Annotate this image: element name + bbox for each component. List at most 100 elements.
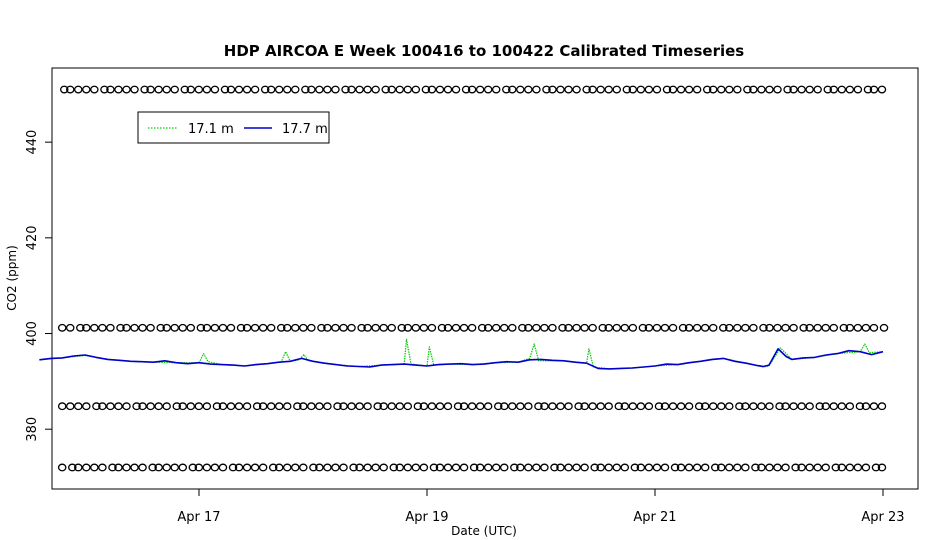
ref-marker-1-57 [518,323,527,332]
ref-marker-1-37 [357,323,366,332]
ref-marker-0-15 [180,85,190,94]
ref-marker-2-74 [654,402,664,411]
ref-marker-0-21 [226,85,236,94]
ref-marker-3-81 [710,463,720,472]
ref-marker-3-47 [435,463,445,472]
series-layer [39,338,884,370]
ref-marker-2-12 [154,402,163,411]
ref-marker-0-22 [234,85,244,94]
ref-marker-3-5 [98,463,107,472]
ref-marker-0-97 [837,85,847,94]
ref-marker-2-56 [508,402,517,411]
ref-marker-0-33 [323,85,332,94]
ref-marker-1-43 [403,323,413,332]
ref-marker-2-64 [574,402,583,411]
ref-marker-1-76 [668,323,678,332]
ref-marker-2-15 [178,402,188,411]
ref-marker-2-36 [347,402,356,411]
ref-marker-2-46 [427,402,437,411]
ref-marker-2-81 [708,402,718,411]
ref-marker-0-53 [483,85,493,94]
ref-marker-1-1 [65,323,75,332]
ref-marker-3-10 [138,463,147,472]
ref-marker-3-0 [57,463,67,472]
ref-marker-0-34 [331,85,340,94]
ref-marker-3-57 [516,463,525,472]
ref-marker-3-56 [510,463,519,472]
ref-marker-3-70 [620,463,630,472]
ref-marker-2-70 [620,402,630,411]
ref-marker-3-41 [389,463,399,472]
ref-marker-0-6 [106,85,115,94]
ref-marker-2-66 [588,402,597,411]
ref-marker-2-54 [493,402,503,411]
ref-marker-1-77 [678,323,688,332]
ref-marker-1-49 [451,323,461,332]
ref-marker-0-43 [403,85,413,94]
ref-marker-3-42 [395,463,405,472]
ref-marker-1-18 [202,323,212,332]
ref-marker-1-31 [307,323,316,332]
ref-marker-0-92 [797,85,806,94]
ref-marker-1-52 [477,323,487,332]
ref-marker-1-78 [684,323,694,332]
ref-marker-1-34 [331,323,340,332]
ref-marker-1-98 [845,323,855,332]
ref-marker-3-55 [499,463,509,472]
ref-marker-1-85 [741,323,750,332]
ref-marker-0-16 [186,85,196,94]
ref-marker-3-68 [604,463,613,472]
ref-marker-2-91 [789,402,798,411]
ref-marker-2-2 [74,402,83,411]
x-tick-label-3: Apr 23 [861,510,904,525]
ref-marker-2-17 [194,402,204,411]
ref-marker-1-74 [652,323,662,332]
ref-marker-2-44 [413,402,423,411]
ref-marker-1-67 [598,323,607,332]
ref-marker-0-90 [783,85,792,94]
ref-marker-2-89 [775,402,784,411]
ref-marker-0-70 [622,85,632,94]
ref-marker-1-89 [773,323,782,332]
ref-marker-2-31 [307,402,316,411]
ref-marker-2-33 [323,402,332,411]
ref-marker-1-28 [282,323,292,332]
ref-marker-2-82 [716,402,726,411]
ref-marker-3-100 [861,463,871,472]
ref-marker-0-44 [411,85,421,94]
ref-marker-0-82 [716,85,726,94]
ref-marker-1-44 [411,323,421,332]
ref-marker-2-30 [299,402,308,411]
ref-marker-0-46 [427,85,437,94]
y-tick-label-1: 400 [25,321,40,346]
ref-marker-0-57 [516,85,525,94]
ref-marker-2-13 [162,402,171,411]
ref-marker-0-99 [853,85,863,94]
ref-marker-0-35 [341,85,350,94]
ref-marker-1-69 [612,323,622,332]
ref-marker-2-68 [604,402,613,411]
ref-marker-3-27 [274,463,284,472]
ref-marker-0-101 [869,85,879,94]
ref-marker-0-17 [194,85,204,94]
ref-marker-1-6 [106,323,115,332]
ref-marker-0-23 [242,85,252,94]
ref-marker-0-80 [702,85,712,94]
ref-marker-2-25 [258,402,268,411]
ref-marker-0-39 [371,85,380,94]
ref-marker-2-29 [293,402,302,411]
ref-marker-2-88 [765,402,774,411]
ref-marker-2-77 [676,402,686,411]
ref-marker-2-97 [837,402,847,411]
y-tick-label-0: 380 [25,417,40,442]
ref-marker-0-56 [508,85,517,94]
ref-marker-1-79 [692,323,702,332]
ref-marker-1-75 [660,323,670,332]
ref-marker-1-2 [76,323,85,332]
ref-marker-2-78 [684,402,694,411]
ref-marker-2-95 [821,402,830,411]
ref-marker-0-87 [757,85,766,94]
ref-marker-0-48 [443,85,453,94]
ref-marker-3-15 [178,463,188,472]
